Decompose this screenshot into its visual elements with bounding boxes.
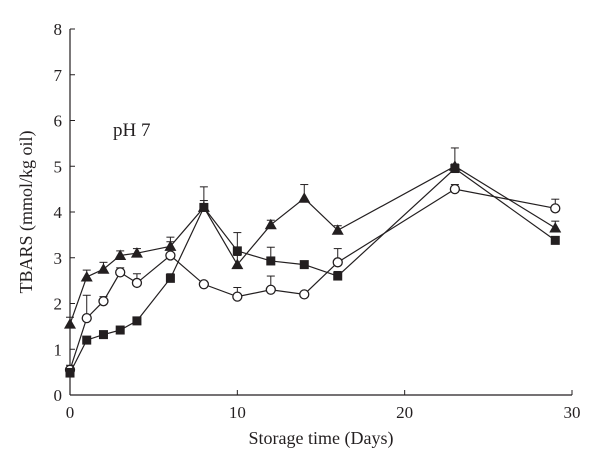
y-tick-label: 3 bbox=[54, 249, 63, 268]
data-point-square bbox=[450, 164, 460, 174]
y-axis-label: TBARS (mmol/kg oil) bbox=[16, 130, 37, 293]
data-point-circle bbox=[165, 250, 176, 261]
data-point-circle bbox=[115, 267, 126, 278]
ticks: 0 1 2 3 4 5 6 7 8 0 10 20 30 bbox=[54, 20, 581, 422]
data-point-triangle bbox=[80, 270, 93, 282]
data-point-square bbox=[232, 246, 242, 256]
data-point-triangle bbox=[64, 318, 76, 329]
data-point-circle bbox=[131, 277, 143, 289]
data-point-circle bbox=[198, 279, 210, 290]
y-tick-label: 4 bbox=[54, 203, 63, 222]
data-point-square bbox=[333, 271, 343, 281]
data-point-square bbox=[65, 368, 75, 378]
data-point-circle bbox=[232, 291, 243, 302]
data-point-square bbox=[165, 273, 175, 283]
x-tick-label: 10 bbox=[229, 403, 246, 422]
data-point-triangle bbox=[130, 247, 143, 258]
data-point-square bbox=[98, 330, 108, 340]
data-point-square bbox=[266, 256, 276, 266]
data-point-triangle bbox=[549, 222, 562, 233]
y-tick-label: 5 bbox=[54, 157, 63, 176]
y-tick-label: 6 bbox=[54, 112, 63, 131]
series-line bbox=[69, 165, 556, 325]
data-point-triangle bbox=[231, 258, 244, 270]
data-point-circle bbox=[81, 312, 92, 324]
data-point-circle bbox=[98, 296, 109, 307]
data-point-square bbox=[199, 202, 209, 212]
data-point-circle bbox=[265, 284, 276, 295]
y-tick-label: 7 bbox=[54, 66, 63, 85]
x-axis-label: Storage time (Days) bbox=[249, 428, 394, 449]
series-square-filled bbox=[65, 163, 560, 378]
y-tick-label: 8 bbox=[54, 20, 63, 39]
data-point-square bbox=[550, 235, 560, 245]
series-layer bbox=[64, 147, 562, 378]
series-triangle-filled bbox=[64, 147, 562, 329]
series-circle-open bbox=[64, 183, 561, 375]
series-line bbox=[69, 167, 556, 374]
data-point-circle bbox=[299, 289, 310, 300]
x-tick-label: 20 bbox=[396, 403, 413, 422]
data-point-square bbox=[132, 316, 142, 326]
data-point-square bbox=[115, 325, 125, 335]
y-tick-label: 1 bbox=[54, 340, 63, 359]
series-line bbox=[69, 188, 556, 371]
data-point-circle bbox=[550, 203, 561, 214]
x-tick-label: 0 bbox=[66, 403, 75, 422]
axes bbox=[69, 29, 572, 396]
data-point-triangle bbox=[331, 224, 344, 235]
data-point-triangle bbox=[114, 249, 127, 260]
data-point-triangle bbox=[298, 192, 311, 203]
data-point-square bbox=[82, 335, 92, 345]
x-tick-label: 30 bbox=[564, 403, 581, 422]
data-point-triangle bbox=[264, 218, 277, 230]
data-point-square bbox=[299, 260, 309, 270]
data-point-circle bbox=[449, 183, 461, 195]
data-point-triangle bbox=[97, 263, 110, 274]
y-tick-label: 2 bbox=[54, 295, 63, 314]
annotation-ph7: pH 7 bbox=[113, 120, 150, 141]
data-point-circle bbox=[332, 257, 343, 268]
y-tick-label: 0 bbox=[54, 386, 63, 405]
